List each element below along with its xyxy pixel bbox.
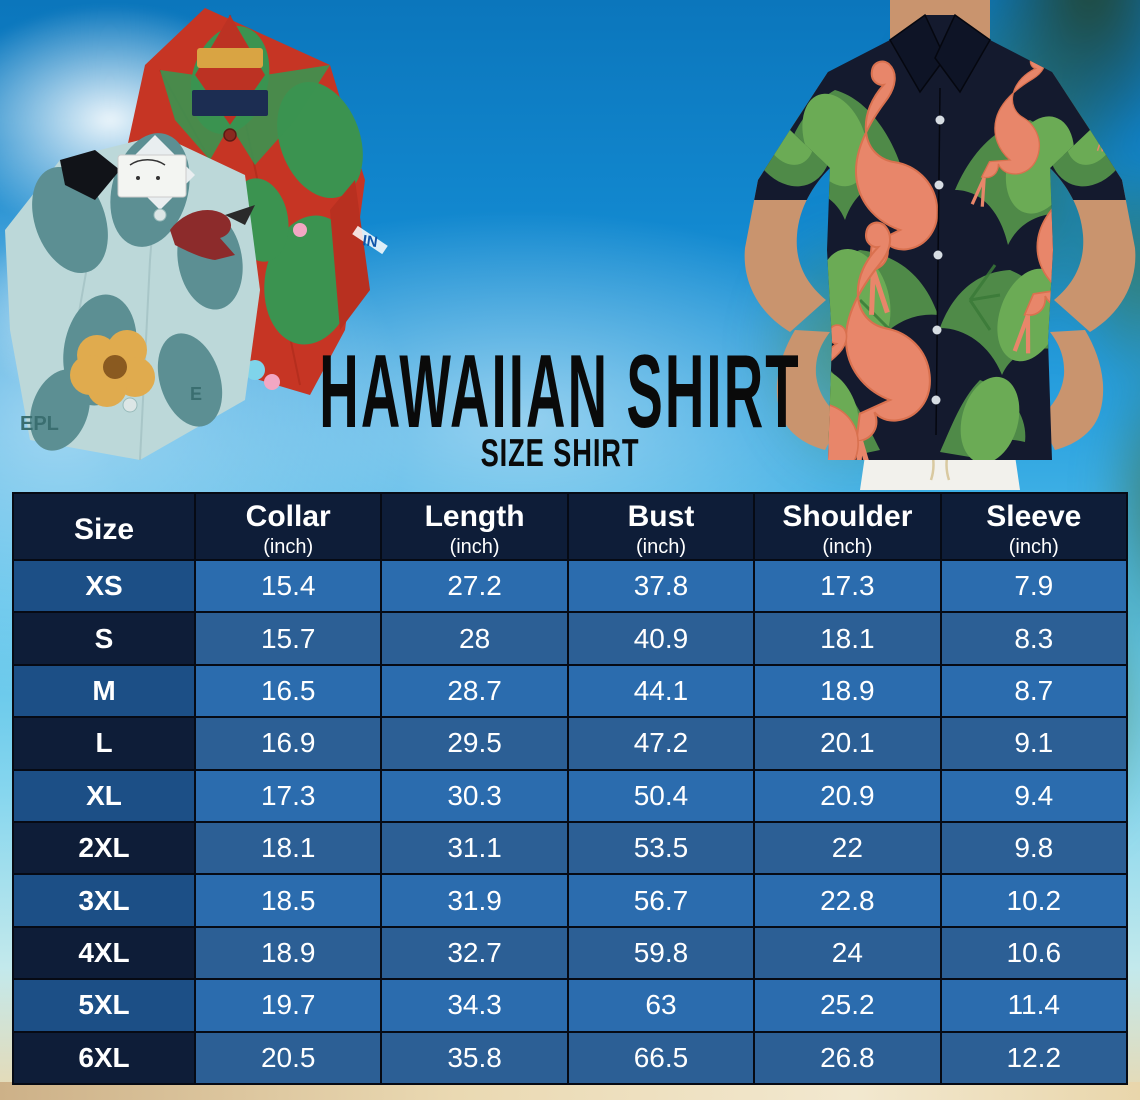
svg-text:E: E <box>190 384 202 404</box>
svg-text:IN: IN <box>361 232 378 251</box>
svg-text:EPL: EPL <box>20 413 59 435</box>
